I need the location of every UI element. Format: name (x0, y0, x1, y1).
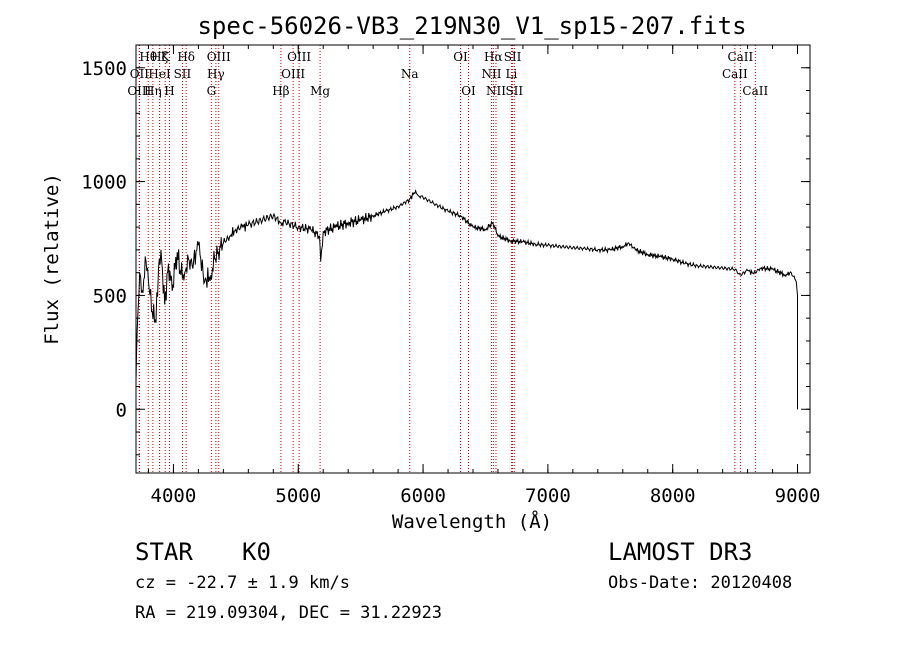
line-marker-label-8: SII (174, 67, 192, 81)
line-marker-label-9: Hδ (177, 50, 195, 64)
line-marker-label-22: NII (486, 84, 506, 98)
redshift-velocity: cz = -22.7 ± 1.9 km/s (135, 573, 350, 593)
x-tick-label-3: 7000 (525, 485, 571, 507)
line-marker-label-25: SII (505, 84, 523, 98)
x-axis-ticks: 4000 5000 6000 7000 8000 9000 (147, 45, 821, 507)
y-tick-label-2: 1000 (81, 172, 127, 194)
line-marker-label-4: Hζ (151, 50, 168, 64)
survey-name: LAMOST DR3 (608, 538, 753, 566)
object-class: STAR (135, 538, 193, 566)
chart-title: spec-56026-VB3_219N30_V1_sp15-207.fits (197, 12, 746, 40)
line-marker-label-12: G (207, 84, 217, 98)
y-axis-label: Flux (relative) (41, 173, 63, 345)
x-tick-label-1: 5000 (275, 485, 321, 507)
line-marker-label-26: CaII (727, 50, 753, 64)
observation-date: Obs-Date: 20120408 (608, 573, 793, 593)
y-tick-label-3: 1500 (81, 58, 127, 80)
line-marker-label-5: HeI (148, 67, 171, 81)
object-subclass: K0 (242, 538, 271, 566)
line-marker-label-14: OIII (287, 50, 311, 64)
line-marker-label-1: OII (130, 67, 150, 81)
line-marker-label-13: Hβ (272, 84, 289, 98)
line-marker-label-0: Hθ (139, 50, 157, 64)
x-tick-label-4: 8000 (650, 485, 696, 507)
y-tick-label-1: 500 (93, 285, 127, 307)
y-axis-ticks: 0 500 1000 1500 (81, 44, 810, 456)
x-tick-label-0: 4000 (151, 485, 197, 507)
plot-frame (135, 44, 811, 474)
line-marker-label-17: Na (401, 67, 419, 81)
line-marker-label-21: NII (481, 67, 501, 81)
x-axis-label: Wavelength (Å) (392, 510, 552, 533)
line-marker-label-23: SII (504, 50, 522, 64)
flux-series-line (135, 188, 798, 410)
line-marker-label-7: H (164, 84, 174, 98)
x-tick-label-2: 6000 (400, 485, 446, 507)
line-marker-label-20: Hα (484, 50, 503, 64)
line-marker-label-16: Mg (310, 84, 330, 98)
line-marker-label-18: OI (453, 50, 468, 64)
line-marker-label-3: Hη (144, 84, 162, 98)
line-marker-label-28: CaII (742, 84, 768, 98)
line-marker-label-24: Li (506, 67, 518, 81)
line-marker-label-11: Hγ (207, 67, 225, 81)
x-tick-label-5: 9000 (775, 485, 821, 507)
y-tick-label-0: 0 (116, 399, 127, 421)
line-marker-label-19: OI (461, 84, 476, 98)
line-marker-label-27: CaII (722, 67, 748, 81)
line-marker-label-10: OIII (207, 50, 231, 64)
line-marker-label-6: K (161, 50, 171, 64)
coordinates: RA = 219.09304, DEC = 31.22923 (135, 603, 443, 623)
line-marker-label-15: OIII (281, 67, 305, 81)
